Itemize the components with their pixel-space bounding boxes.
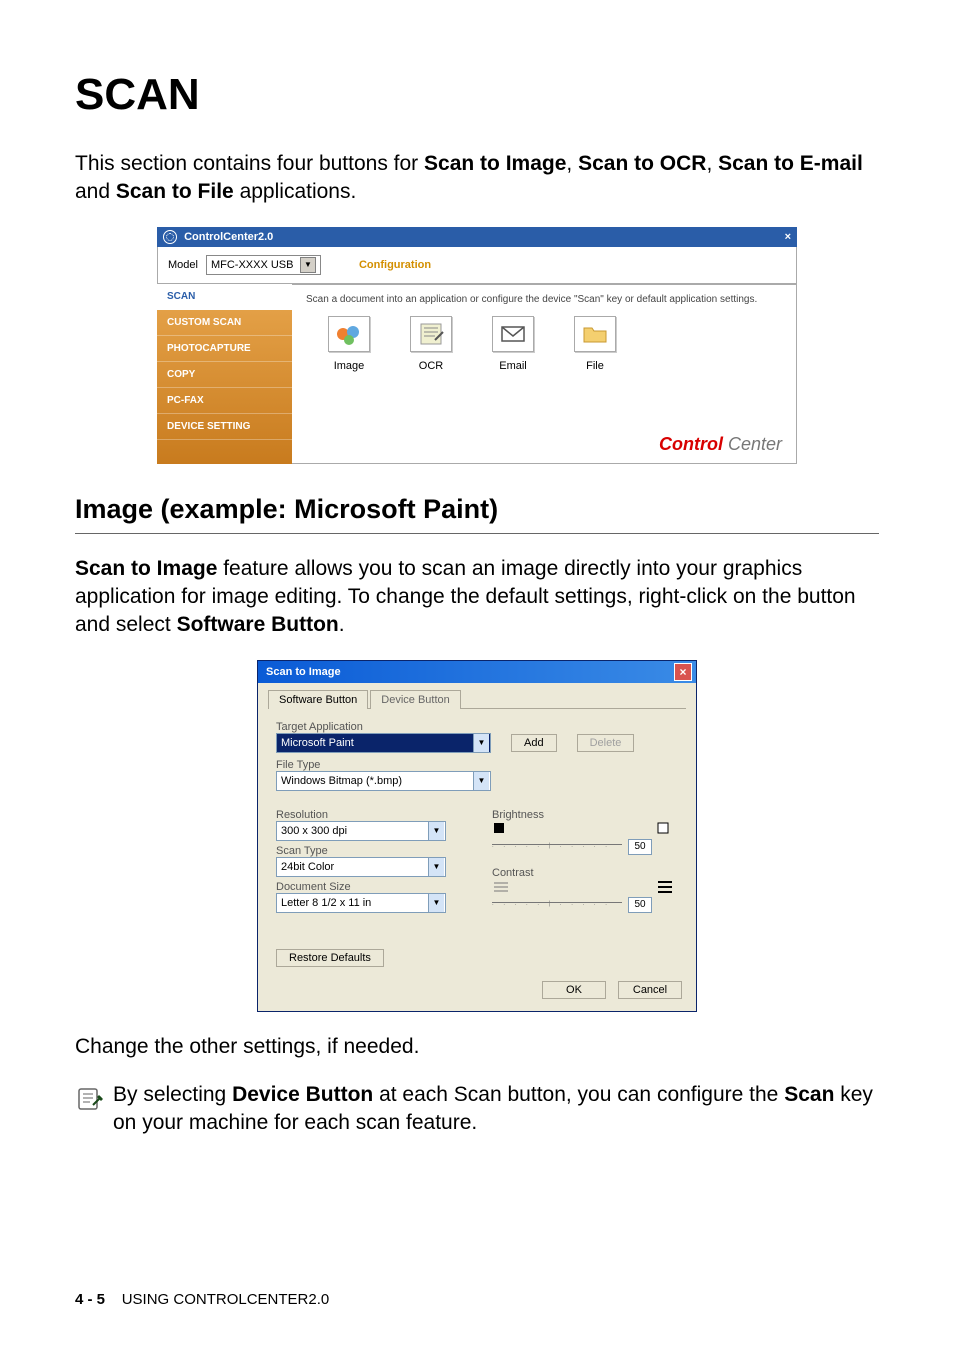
email-icon-label: Email xyxy=(499,360,527,372)
footer-page-number: 4 - 5 xyxy=(75,1291,105,1308)
file-type-value: Windows Bitmap (*.bmp) xyxy=(281,775,402,787)
resolution-label: Resolution xyxy=(276,809,462,821)
brightness-low-icon xyxy=(492,821,514,839)
chevron-down-icon: ▼ xyxy=(428,822,444,840)
ocr-icon-label: OCR xyxy=(419,360,443,372)
page-title: SCAN xyxy=(75,70,879,120)
resolution-value: 300 x 300 dpi xyxy=(281,825,347,837)
change-settings-paragraph: Change the other settings, if needed. xyxy=(75,1033,879,1061)
scan-type-value: 24bit Color xyxy=(281,861,334,873)
footer-section: USING CONTROLCENTER2.0 xyxy=(122,1291,330,1308)
file-type-label: File Type xyxy=(276,759,678,771)
target-app-value: Microsoft Paint xyxy=(281,737,354,749)
contrast-high-icon xyxy=(656,879,678,897)
contrast-label: Contrast xyxy=(492,867,678,879)
sidebar-item-custom-scan[interactable]: CUSTOM SCAN xyxy=(157,310,292,336)
model-value: MFC-XXXX USB xyxy=(211,259,294,271)
intro-paragraph: This section contains four buttons for S… xyxy=(75,150,879,207)
ocr-icon xyxy=(410,316,452,352)
contrast-slider[interactable]: . . . . . | . . . . . xyxy=(492,902,622,907)
section-rule xyxy=(75,533,879,534)
scan-type-label: Scan Type xyxy=(276,845,462,857)
image-icon-button[interactable]: Image xyxy=(328,316,370,372)
cancel-button[interactable]: Cancel xyxy=(618,981,682,999)
target-app-select[interactable]: Microsoft Paint ▼ xyxy=(276,733,491,753)
brightness-label: Brightness xyxy=(492,809,678,821)
brand-center: Center xyxy=(723,434,782,454)
delete-button: Delete xyxy=(577,734,635,752)
chevron-down-icon: ▼ xyxy=(473,734,489,752)
image-icon xyxy=(328,316,370,352)
contrast-low-icon xyxy=(492,879,514,897)
file-icon-button[interactable]: File xyxy=(574,316,616,372)
cc-description: Scan a document into an application or c… xyxy=(306,293,782,306)
image-icon-label: Image xyxy=(334,360,365,372)
resolution-select[interactable]: 300 x 300 dpi ▼ xyxy=(276,821,446,841)
document-size-select[interactable]: Letter 8 1/2 x 11 in ▼ xyxy=(276,893,446,913)
cc-app-icon xyxy=(163,230,177,244)
target-app-label: Target Application xyxy=(276,721,678,733)
sti-titlebar: Scan to Image × xyxy=(258,661,696,683)
ok-button[interactable]: OK xyxy=(542,981,606,999)
document-size-value: Letter 8 1/2 x 11 in xyxy=(281,897,371,909)
file-type-select[interactable]: Windows Bitmap (*.bmp) ▼ xyxy=(276,771,491,791)
brand-control: Control xyxy=(659,434,723,454)
brightness-high-icon xyxy=(656,821,678,839)
chevron-down-icon: ▼ xyxy=(428,894,444,912)
chevron-down-icon: ▼ xyxy=(428,858,444,876)
scan-to-image-paragraph: Scan to Image feature allows you to scan… xyxy=(75,555,879,640)
file-icon xyxy=(574,316,616,352)
cc-main-panel: Scan a document into an application or c… xyxy=(292,284,797,464)
section-heading: Image (example: Microsoft Paint) xyxy=(75,494,879,525)
document-size-label: Document Size xyxy=(276,881,462,893)
restore-defaults-button[interactable]: Restore Defaults xyxy=(276,949,384,967)
chevron-down-icon: ▼ xyxy=(300,257,316,273)
sidebar-item-copy[interactable]: COPY xyxy=(157,362,292,388)
sidebar-item-scan[interactable]: SCAN xyxy=(157,284,292,310)
brightness-slider[interactable]: . . . . . | . . . . . xyxy=(492,844,622,849)
ocr-icon-button[interactable]: OCR xyxy=(410,316,452,372)
cc-sidebar: SCANCUSTOM SCANPHOTOCAPTURECOPYPC-FAXDEV… xyxy=(157,284,292,464)
sidebar-item-photocapture[interactable]: PHOTOCAPTURE xyxy=(157,336,292,362)
close-icon[interactable]: × xyxy=(785,231,791,243)
cc-titlebar: ControlCenter2.0 × xyxy=(157,227,797,247)
cc-toolbar: Model MFC-XXXX USB ▼ Configuration xyxy=(157,247,797,284)
model-label: Model xyxy=(168,259,198,271)
configuration-link[interactable]: Configuration xyxy=(359,259,431,271)
file-icon-label: File xyxy=(586,360,604,372)
note-icon xyxy=(75,1085,103,1118)
add-button[interactable]: Add xyxy=(511,734,557,752)
page-footer: 4 - 5 USING CONTROLCENTER2.0 xyxy=(75,1291,329,1308)
email-icon xyxy=(492,316,534,352)
sti-tabs: Software ButtonDevice Button xyxy=(268,689,686,709)
brightness-value: 50 xyxy=(628,839,652,855)
cc-title-text: ControlCenter2.0 xyxy=(184,231,273,243)
note-row: By selecting Device Button at each Scan … xyxy=(75,1081,879,1138)
sti-panel: Target Application Microsoft Paint ▼ Add… xyxy=(268,709,686,971)
close-icon[interactable]: × xyxy=(674,663,692,681)
model-select[interactable]: MFC-XXXX USB ▼ xyxy=(206,255,321,275)
tab-software-button[interactable]: Software Button xyxy=(268,690,368,709)
email-icon-button[interactable]: Email xyxy=(492,316,534,372)
chevron-down-icon: ▼ xyxy=(473,772,489,790)
note-text: By selecting Device Button at each Scan … xyxy=(113,1081,879,1138)
contrast-value: 50 xyxy=(628,897,652,913)
controlcenter-window: ControlCenter2.0 × Model MFC-XXXX USB ▼ … xyxy=(157,227,797,464)
sidebar-item-device-setting[interactable]: DEVICE SETTING xyxy=(157,414,292,440)
sidebar-item-pc-fax[interactable]: PC-FAX xyxy=(157,388,292,414)
tab-device-button[interactable]: Device Button xyxy=(370,690,460,709)
cc-icon-row: Image OCR Email File xyxy=(328,316,782,372)
scan-to-image-dialog: Scan to Image × Software ButtonDevice Bu… xyxy=(257,660,697,1012)
cc-brand: Control Center xyxy=(306,434,782,455)
sti-title-text: Scan to Image xyxy=(266,666,341,678)
scan-type-select[interactable]: 24bit Color ▼ xyxy=(276,857,446,877)
